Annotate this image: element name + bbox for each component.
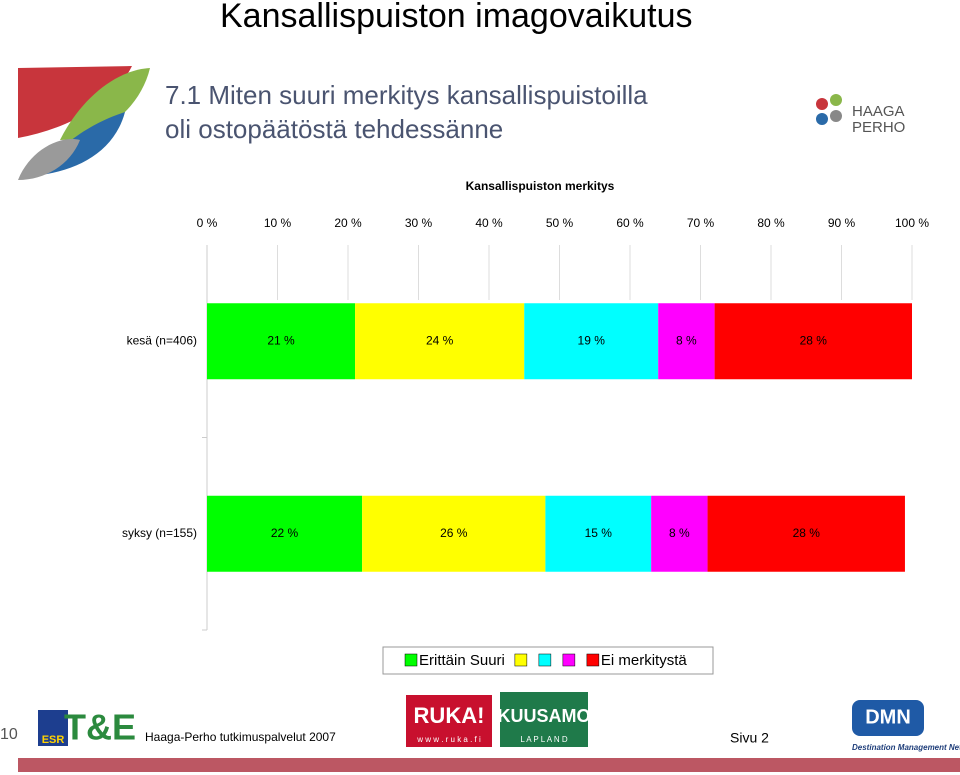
- y-tick-label: kesä (n=406): [127, 333, 197, 347]
- y-tick-label: syksy (n=155): [122, 526, 197, 540]
- legend-swatch: [404, 653, 418, 667]
- bar-segment: [524, 303, 659, 380]
- value-label: 26 %: [440, 526, 468, 540]
- logo-text: HAAGA: [852, 103, 905, 120]
- bar-segment: [207, 303, 356, 380]
- bar-segment: [362, 495, 546, 572]
- logo-dot: [816, 113, 828, 125]
- logo-esr-box: [38, 710, 68, 746]
- bar-segment: [207, 495, 363, 572]
- page-number: 10: [0, 726, 18, 743]
- legend-swatch: [586, 653, 600, 667]
- logo-ruka-box: [406, 695, 492, 747]
- logo-ruka: RUKA!: [414, 703, 485, 728]
- x-tick-label: 20 %: [334, 216, 362, 230]
- value-label: 21 %: [267, 333, 295, 347]
- deco-green: [60, 68, 150, 140]
- logo-text: PERHO: [852, 119, 905, 136]
- bar-segment: [545, 495, 652, 572]
- logo-dmn-sub: Destination Management Net: [852, 743, 960, 752]
- legend: Erittäin Suuri Ei merkitystä: [404, 652, 688, 669]
- logo-kuusamo-box: [500, 692, 588, 747]
- logo-kuusamo: KUUSAMO: [498, 706, 591, 726]
- logo-dot: [816, 98, 828, 110]
- value-label: 8 %: [676, 333, 697, 347]
- deco-red: [18, 66, 132, 138]
- bar-segment: [355, 303, 525, 380]
- slide-subtitle: oli ostopäätöstä tehdessänne: [165, 114, 503, 144]
- logo-dot: [830, 110, 842, 122]
- x-tick-label: 50 %: [546, 216, 574, 230]
- slide-title: Kansallispuiston imagovaikutus: [220, 0, 692, 35]
- legend-label: Erittäin Suuri: [419, 652, 505, 669]
- legend-swatch: [562, 653, 576, 667]
- x-tick-label: 80 %: [757, 216, 785, 230]
- value-label: 19 %: [578, 333, 606, 347]
- logo-dmn-box: [852, 700, 924, 736]
- value-label: 24 %: [426, 333, 454, 347]
- value-label: 28 %: [793, 526, 821, 540]
- footer-strip: [18, 758, 960, 772]
- legend-swatch: [538, 653, 552, 667]
- x-tick-label: 10 %: [264, 216, 292, 230]
- x-tick-label: 100 %: [895, 216, 929, 230]
- bar-segment: [651, 495, 708, 572]
- bar-segment: [714, 303, 912, 380]
- bar-segment: [658, 303, 715, 380]
- x-tick-label: 0 %: [197, 216, 218, 230]
- logo-dot: [830, 94, 842, 106]
- logo-te: T&E: [64, 707, 136, 748]
- legend-swatch: [514, 653, 528, 667]
- legend-label: Ei merkitystä: [601, 652, 688, 669]
- x-tick-label: 90 %: [828, 216, 856, 230]
- x-tick-label: 60 %: [616, 216, 644, 230]
- chart-title: Kansallispuiston merkitys: [466, 179, 615, 193]
- value-label: 28 %: [800, 333, 828, 347]
- deco-gray: [18, 139, 80, 180]
- logo-lapland: L A P L A N D: [520, 735, 568, 744]
- x-tick-label: 40 %: [475, 216, 503, 230]
- value-label: 15 %: [585, 526, 613, 540]
- logo-ruka-url: w w w . r u k a . f i: [416, 735, 481, 744]
- logo-esr: ESR: [42, 734, 65, 746]
- footer-source: Haaga-Perho tutkimuspalvelut 2007: [145, 730, 336, 744]
- bar-segment: [707, 495, 905, 572]
- chart: 0 % 10 % 20 % 30 % 40 % 50 % 60 % 70 % 80 % 90 % 1…: [122, 216, 929, 631]
- footer-page: Sivu 2: [730, 730, 769, 746]
- value-label: 8 %: [669, 526, 690, 540]
- x-tick-label: 30 %: [405, 216, 433, 230]
- value-label: 22 %: [271, 526, 299, 540]
- x-tick-label: 70 %: [687, 216, 715, 230]
- logo-dmn: DMN: [865, 706, 911, 728]
- slide-subtitle: 7.1 Miten suuri merkitys kansallispuisto…: [165, 80, 648, 110]
